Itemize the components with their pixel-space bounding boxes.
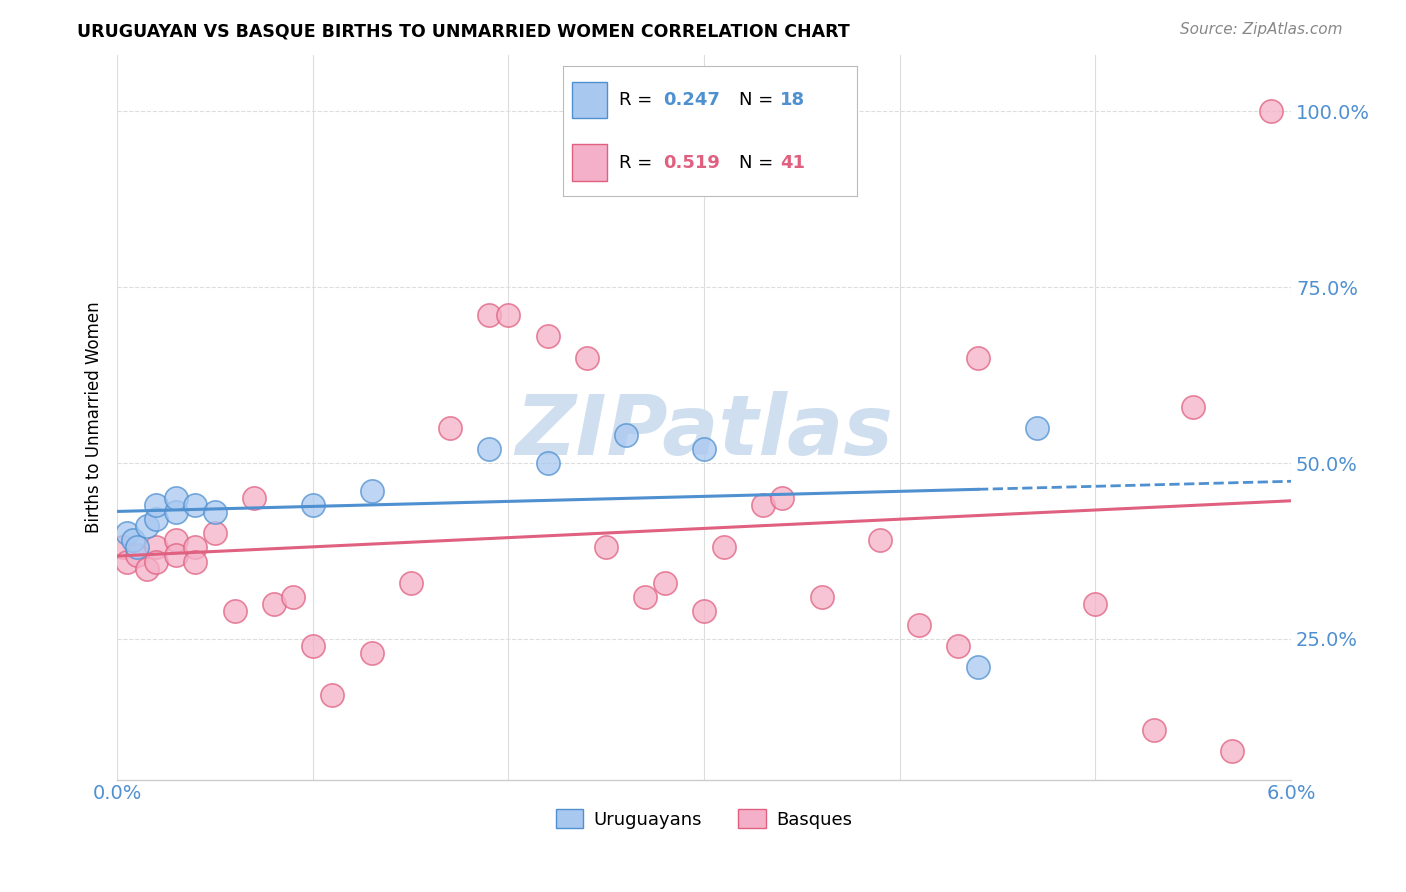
Point <box>360 484 382 499</box>
Point <box>536 456 558 470</box>
Point <box>1182 400 1205 414</box>
Point <box>948 639 970 653</box>
Point <box>908 618 931 632</box>
Point <box>184 498 207 512</box>
Point <box>478 442 501 456</box>
Point <box>263 597 285 611</box>
Point <box>810 590 832 604</box>
Text: URUGUAYAN VS BASQUE BIRTHS TO UNMARRIED WOMEN CORRELATION CHART: URUGUAYAN VS BASQUE BIRTHS TO UNMARRIED … <box>77 22 851 40</box>
Point <box>360 646 382 660</box>
Point <box>184 555 207 569</box>
Point <box>321 688 343 702</box>
Point <box>575 351 598 365</box>
Point <box>634 590 657 604</box>
Point <box>301 498 323 512</box>
Text: ZIPatlas: ZIPatlas <box>515 392 893 473</box>
Point <box>184 541 207 555</box>
Point <box>301 639 323 653</box>
Point <box>1143 723 1166 738</box>
Point <box>967 351 990 365</box>
Point <box>135 561 157 575</box>
Point <box>1260 104 1282 119</box>
Point <box>614 428 637 442</box>
Point <box>654 575 676 590</box>
Point <box>399 575 422 590</box>
Point <box>165 491 187 506</box>
Point <box>478 309 501 323</box>
Point <box>536 329 558 343</box>
Point <box>112 541 135 555</box>
Y-axis label: Births to Unmarried Women: Births to Unmarried Women <box>86 301 103 533</box>
Point <box>1220 744 1243 758</box>
Point <box>145 541 167 555</box>
Point <box>498 309 520 323</box>
Point <box>752 498 775 512</box>
Point <box>121 533 143 548</box>
Point <box>204 526 226 541</box>
Text: Source: ZipAtlas.com: Source: ZipAtlas.com <box>1180 22 1343 37</box>
Point <box>1084 597 1107 611</box>
Point <box>145 555 167 569</box>
Point <box>135 519 157 533</box>
Point <box>869 533 891 548</box>
Point <box>243 491 266 506</box>
Point <box>165 548 187 562</box>
Point <box>967 660 990 674</box>
Point <box>693 604 716 618</box>
Point <box>145 512 167 526</box>
Point <box>125 548 148 562</box>
Point <box>115 526 138 541</box>
Point <box>125 541 148 555</box>
Point <box>1025 421 1047 435</box>
Point <box>713 541 735 555</box>
Point <box>115 555 138 569</box>
Point <box>204 505 226 519</box>
Legend: Uruguayans, Basques: Uruguayans, Basques <box>548 802 859 836</box>
Point <box>439 421 461 435</box>
Point <box>283 590 305 604</box>
Point <box>693 442 716 456</box>
Point <box>595 541 617 555</box>
Point <box>145 498 167 512</box>
Point <box>165 533 187 548</box>
Point <box>165 505 187 519</box>
Point <box>770 491 793 506</box>
Point <box>224 604 246 618</box>
